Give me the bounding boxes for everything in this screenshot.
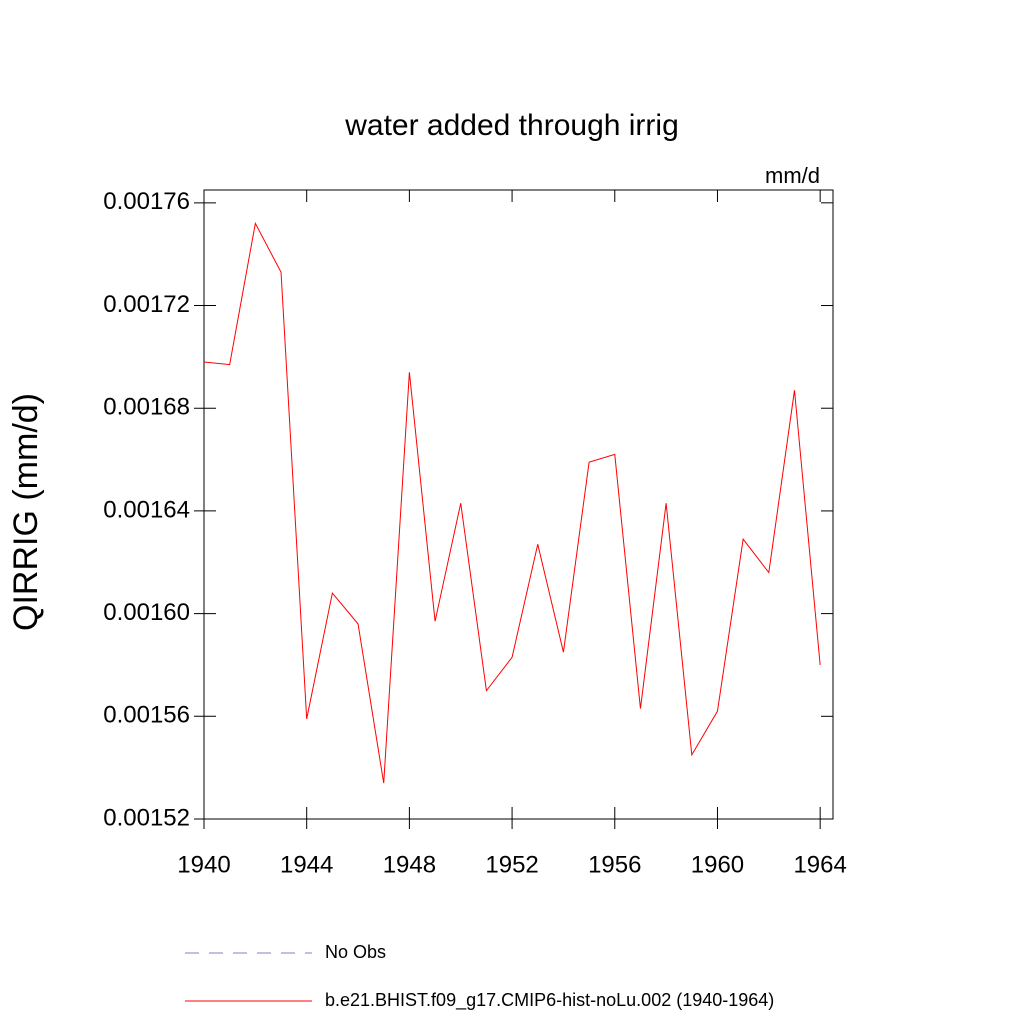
y-tick-label: 0.00160	[103, 599, 190, 626]
x-tick-label: 1944	[280, 851, 333, 878]
y-tick-label: 0.00152	[103, 804, 190, 831]
y-axis-label: QIRRIG (mm/d)	[7, 393, 45, 631]
plot-frame	[203, 189, 834, 820]
y-tick-label: 0.00156	[103, 702, 190, 729]
legend-label: b.e21.BHIST.f09_g17.CMIP6-hist-noLu.002 …	[325, 990, 774, 1011]
x-tick-label: 1964	[793, 851, 846, 878]
chart-title: water added through irrig	[344, 109, 679, 142]
y-tick-label: 0.00176	[103, 188, 190, 215]
legend-label: No Obs	[325, 942, 386, 962]
units-label: mm/d	[765, 163, 820, 188]
x-tick-label: 1960	[691, 851, 744, 878]
y-tick-label: 0.00164	[103, 496, 190, 523]
x-tick-label: 1956	[588, 851, 641, 878]
x-tick-label: 1948	[383, 851, 436, 878]
y-tick-label: 0.00168	[103, 394, 190, 421]
x-tick-label: 1952	[485, 851, 538, 878]
series-line	[203, 221, 821, 784]
x-tick-label: 1940	[177, 851, 230, 878]
y-tick-label: 0.00172	[103, 291, 190, 318]
